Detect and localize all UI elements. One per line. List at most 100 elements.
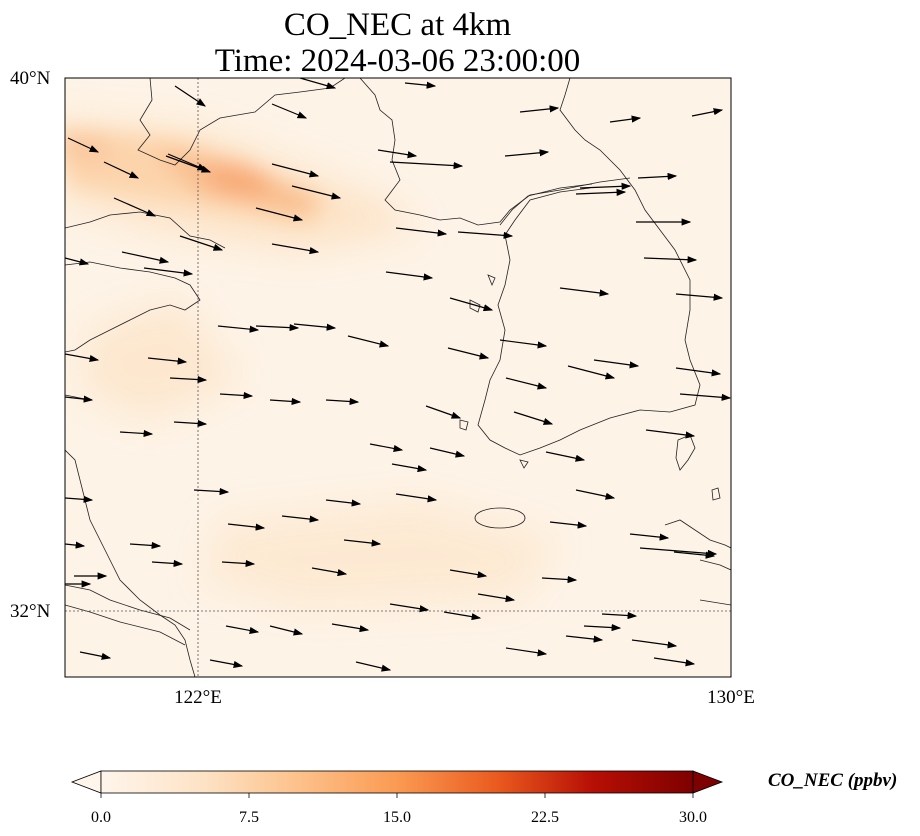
lat-label-40n: 40°N [10, 68, 51, 89]
wind-arrow [643, 256, 698, 264]
wind-arrow [173, 419, 208, 428]
wind-arrow [519, 105, 560, 113]
wind-arrow [679, 393, 731, 401]
wind-arrow [119, 429, 154, 438]
wind-arrow [385, 271, 434, 281]
wind-arrow [343, 539, 382, 547]
wind-arrow [167, 153, 208, 171]
wind-arrow [675, 293, 724, 301]
wind-arrow [449, 569, 488, 579]
wind-arrow [449, 297, 494, 312]
colorbar-tick-2: 15.0 [383, 809, 411, 826]
wind-arrow [645, 429, 696, 439]
colorbar-tick-4: 30.0 [679, 809, 707, 826]
lon-label-130e: 130°E [707, 687, 755, 708]
wind-arrow [293, 323, 337, 331]
wind-arrow [269, 397, 302, 406]
wind-arrow [65, 257, 90, 266]
wind-arrow [429, 447, 466, 458]
wind-arrow [567, 365, 616, 380]
wind-arrow [391, 463, 428, 473]
wind-arrow [325, 499, 362, 507]
wind-arrow [629, 533, 670, 541]
wind-arrow [255, 207, 304, 222]
wind-arrow [559, 287, 610, 297]
wind-arrow [67, 137, 100, 153]
wind-arrow [389, 161, 464, 170]
wind-arrow [389, 603, 430, 613]
wind-arrow [499, 339, 548, 349]
wind-arrow [609, 115, 642, 123]
wind-arrow [65, 395, 94, 403]
wind-arrow [271, 243, 320, 255]
wind-arrow [505, 647, 548, 657]
wind-arrow [549, 521, 588, 529]
concentration-field [65, 78, 731, 677]
lat-label-32n: 32°N [10, 601, 51, 622]
wind-arrow [505, 377, 548, 390]
wind-arrow [299, 78, 337, 90]
wind-arrow [291, 185, 342, 200]
wind-arrow [65, 541, 86, 549]
map-subtitle-time: Time: 2024-03-06 23:00:00 [214, 43, 581, 79]
colorbar: 0.0 7.5 15.0 22.5 30.0 [70, 770, 724, 826]
colorbar-extend-min [70, 770, 102, 794]
colorbar-tick-1: 7.5 [239, 809, 259, 826]
wind-arrow [209, 659, 244, 668]
wind-arrow [331, 623, 370, 633]
wind-arrow [129, 541, 162, 550]
wind-arrow [113, 197, 157, 217]
colorbar-label: CO_NEC (ppbv) [768, 770, 898, 791]
wind-arrow [169, 375, 208, 384]
wind-arrow [601, 611, 638, 620]
wind-arrow [151, 559, 184, 568]
wind-arrow [631, 639, 678, 649]
colorbar-tick-0: 0.0 [91, 809, 111, 826]
map-title: CO_NEC at 4km [283, 7, 512, 43]
wind-arrow [165, 155, 212, 173]
wind-arrow [673, 551, 716, 559]
wind-arrow [147, 357, 188, 365]
colorbar-bar [100, 770, 694, 794]
map-frame [64, 77, 732, 678]
wind-arrow [377, 149, 418, 159]
colorbar-extend-max [692, 770, 724, 794]
wind-arrow [425, 405, 462, 419]
wind-arrow [637, 172, 678, 181]
wind-arrow [579, 182, 632, 190]
wind-arrow [369, 443, 404, 452]
wind-arrow [271, 163, 320, 178]
wind-arrow [325, 397, 360, 406]
wind-arrow [513, 411, 554, 425]
wind-arrow [227, 523, 266, 531]
wind-vectors [65, 78, 731, 672]
wind-arrow [675, 367, 722, 377]
wind-arrow [269, 625, 304, 636]
wind-arrow [193, 487, 230, 496]
wind-arrow [639, 547, 718, 557]
wind-arrow [541, 575, 578, 584]
wind-arrow [355, 661, 392, 672]
wind-arrow [457, 231, 514, 239]
wind-arrow [311, 567, 348, 577]
wind-arrow [443, 611, 482, 621]
gridlines [65, 78, 731, 677]
wind-arrow [219, 391, 254, 400]
wind-arrow [575, 489, 616, 500]
wind-arrow [65, 495, 94, 503]
wind-arrow [565, 635, 604, 643]
wind-arrow [143, 267, 194, 277]
wind-arrow [477, 593, 516, 603]
wind-arrow [225, 625, 260, 634]
wind-arrow [404, 81, 437, 89]
wind-arrow [65, 353, 100, 363]
wind-arrow [217, 325, 260, 333]
lon-label-122e: 122°E [174, 687, 222, 708]
wind-arrow [103, 161, 140, 179]
wind-arrow [221, 559, 256, 568]
wind-arrow [179, 235, 224, 251]
wind-arrow [653, 657, 696, 667]
wind-arrow [174, 85, 206, 107]
wind-arrow [347, 335, 390, 348]
